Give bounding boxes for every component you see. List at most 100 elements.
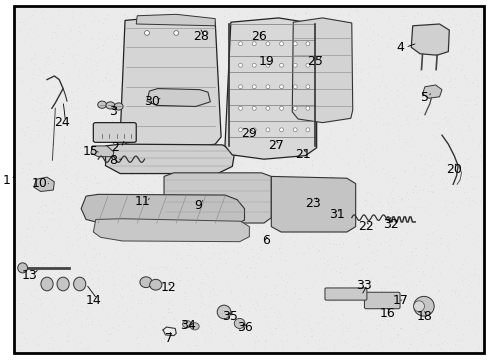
Point: [134, 300, 142, 306]
Point: [396, 226, 404, 231]
Point: [214, 28, 222, 34]
Point: [414, 307, 422, 313]
Point: [365, 113, 372, 119]
Point: [100, 253, 107, 259]
Point: [243, 274, 251, 280]
Point: [415, 46, 423, 52]
Point: [266, 107, 274, 113]
Point: [189, 202, 197, 207]
Point: [239, 193, 246, 199]
Point: [428, 240, 436, 246]
Point: [326, 298, 334, 303]
Ellipse shape: [98, 101, 106, 108]
Point: [393, 92, 401, 98]
Point: [49, 166, 57, 172]
Point: [55, 205, 63, 211]
Point: [291, 195, 299, 201]
Point: [111, 175, 119, 181]
Point: [463, 127, 470, 133]
Point: [109, 82, 117, 88]
Point: [132, 274, 140, 279]
Point: [429, 77, 437, 83]
Point: [421, 312, 429, 318]
Ellipse shape: [265, 128, 269, 132]
Point: [131, 27, 139, 33]
Point: [47, 139, 55, 145]
Point: [468, 197, 475, 202]
Point: [228, 329, 236, 334]
Point: [117, 238, 125, 243]
Point: [68, 8, 76, 14]
Point: [326, 24, 334, 30]
Point: [185, 184, 193, 190]
Point: [463, 19, 470, 25]
Point: [71, 226, 79, 231]
Point: [190, 63, 198, 69]
Point: [135, 15, 142, 21]
Point: [143, 227, 151, 233]
Point: [313, 249, 321, 255]
Point: [227, 89, 235, 95]
Point: [394, 41, 402, 47]
Point: [323, 293, 330, 299]
Point: [182, 211, 190, 216]
Point: [410, 13, 418, 19]
Point: [305, 210, 312, 216]
Point: [382, 146, 390, 152]
Point: [160, 314, 168, 320]
Point: [352, 98, 360, 104]
Point: [88, 18, 96, 24]
Point: [297, 165, 305, 171]
Point: [132, 188, 140, 194]
Point: [198, 43, 205, 49]
Point: [129, 216, 137, 222]
Point: [226, 195, 234, 201]
Point: [279, 82, 287, 88]
Point: [25, 97, 33, 103]
Point: [174, 76, 182, 81]
Point: [379, 314, 387, 320]
Point: [199, 32, 207, 37]
Point: [21, 315, 29, 321]
Point: [36, 204, 44, 210]
Point: [460, 310, 468, 316]
Point: [221, 257, 229, 262]
Point: [118, 147, 125, 153]
Point: [74, 51, 81, 57]
Point: [323, 261, 331, 267]
Point: [310, 46, 318, 52]
Point: [24, 177, 32, 183]
Point: [387, 195, 395, 201]
Point: [143, 81, 151, 87]
Point: [336, 266, 344, 271]
Point: [54, 91, 62, 97]
Point: [239, 121, 246, 126]
Point: [380, 263, 388, 269]
Point: [366, 63, 374, 69]
Point: [382, 170, 390, 176]
Point: [453, 168, 461, 174]
Point: [457, 66, 465, 71]
Point: [336, 95, 344, 101]
Point: [180, 84, 188, 89]
Point: [81, 346, 89, 351]
Text: 36: 36: [236, 321, 252, 334]
Point: [39, 79, 47, 85]
Point: [334, 116, 342, 122]
Point: [138, 230, 146, 236]
Point: [402, 44, 410, 49]
Point: [185, 23, 193, 29]
Point: [205, 284, 213, 290]
Point: [226, 18, 234, 23]
Point: [114, 66, 122, 72]
Point: [299, 250, 307, 256]
Point: [19, 125, 26, 131]
Point: [199, 186, 206, 192]
Point: [20, 250, 28, 256]
Point: [362, 15, 370, 21]
Point: [414, 109, 422, 115]
Point: [186, 176, 194, 182]
Point: [73, 121, 81, 127]
Point: [118, 112, 125, 117]
Point: [218, 246, 225, 252]
